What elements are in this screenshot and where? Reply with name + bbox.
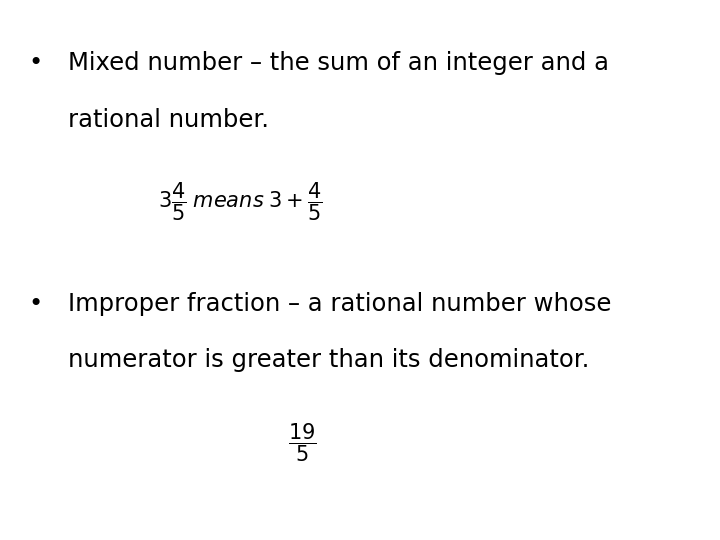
Text: •: • <box>29 292 43 315</box>
Text: numerator is greater than its denominator.: numerator is greater than its denominato… <box>68 348 590 372</box>
Text: Improper fraction – a rational number whose: Improper fraction – a rational number wh… <box>68 292 612 315</box>
Text: •: • <box>29 51 43 75</box>
Text: rational number.: rational number. <box>68 108 269 132</box>
Text: $3\dfrac{4}{5} \; \mathit{means} \; 3 + \dfrac{4}{5}$: $3\dfrac{4}{5} \; \mathit{means} \; 3 + … <box>158 181 323 224</box>
Text: $\dfrac{19}{5}$: $\dfrac{19}{5}$ <box>288 421 317 464</box>
Text: Mixed number – the sum of an integer and a: Mixed number – the sum of an integer and… <box>68 51 609 75</box>
